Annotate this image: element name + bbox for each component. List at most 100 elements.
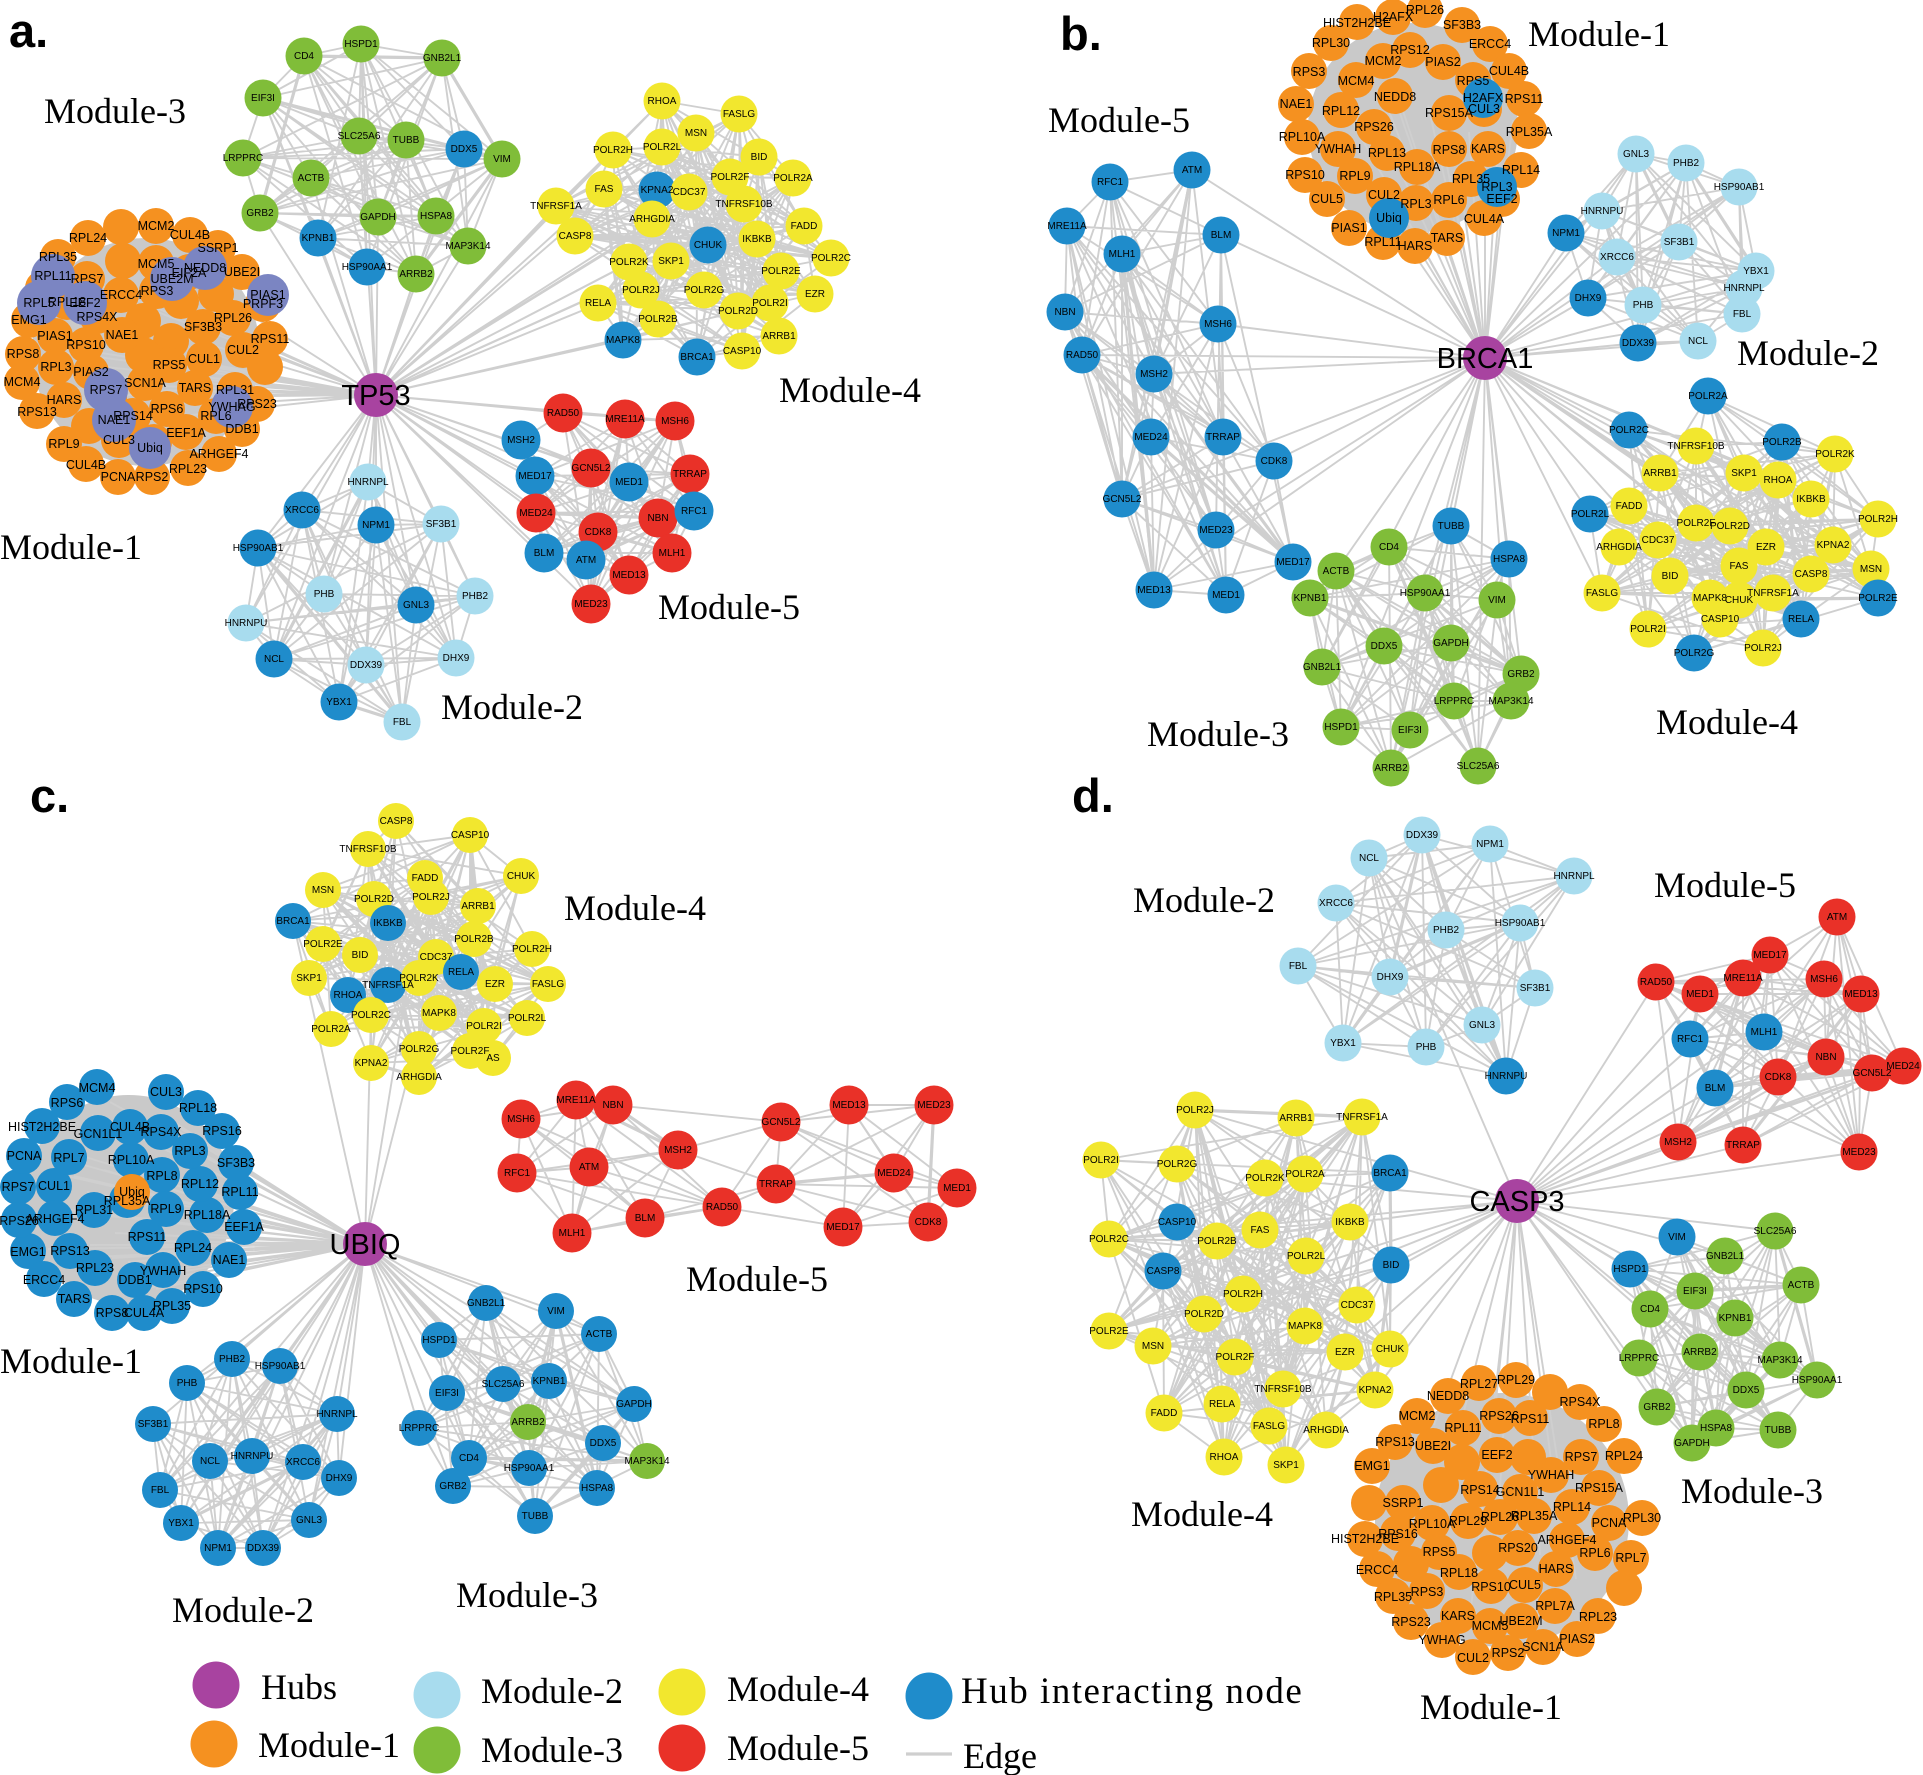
svg-text:MLH1: MLH1 — [659, 548, 686, 559]
svg-text:IKBKB: IKBKB — [1335, 1217, 1365, 1228]
svg-text:MED17: MED17 — [826, 1222, 860, 1233]
svg-text:GNL3: GNL3 — [1623, 149, 1650, 160]
svg-text:ARHGDIA: ARHGDIA — [1596, 542, 1642, 553]
svg-text:CDK8: CDK8 — [915, 1217, 942, 1228]
svg-text:Hubs: Hubs — [261, 1667, 337, 1707]
svg-text:HSPA8: HSPA8 — [1493, 554, 1525, 565]
svg-text:TARS: TARS — [1431, 231, 1463, 245]
svg-text:EZR: EZR — [1335, 1347, 1355, 1358]
svg-text:NCL: NCL — [200, 1456, 220, 1467]
svg-text:FBL: FBL — [1733, 309, 1752, 320]
svg-text:RPS4X: RPS4X — [1560, 1395, 1602, 1409]
svg-text:POLR2C: POLR2C — [351, 1010, 391, 1021]
svg-text:POLR2I: POLR2I — [466, 1021, 502, 1032]
svg-text:RPL3: RPL3 — [40, 360, 71, 374]
svg-text:POLR2K: POLR2K — [609, 257, 649, 268]
svg-text:Ubiq: Ubiq — [1376, 211, 1402, 225]
svg-text:POLR2K: POLR2K — [399, 973, 439, 984]
svg-text:FADD: FADD — [1151, 1408, 1178, 1419]
svg-text:MSH2: MSH2 — [664, 1145, 692, 1156]
svg-text:CASP10: CASP10 — [451, 830, 490, 841]
svg-text:POLR2A: POLR2A — [1285, 1169, 1325, 1180]
svg-text:MAPK8: MAPK8 — [1693, 593, 1727, 604]
svg-text:UBE2I: UBE2I — [224, 265, 260, 279]
svg-text:RPS16: RPS16 — [1378, 1527, 1418, 1541]
svg-text:EZR: EZR — [1756, 542, 1776, 553]
svg-text:NBN: NBN — [647, 513, 668, 524]
svg-text:HSPA8: HSPA8 — [581, 1483, 613, 1494]
svg-text:RPL30: RPL30 — [1623, 1511, 1661, 1525]
svg-text:CUL4B: CUL4B — [66, 458, 106, 472]
svg-text:POLR2E: POLR2E — [761, 266, 801, 277]
svg-text:BLM: BLM — [1705, 1083, 1726, 1094]
svg-text:POLR2J: POLR2J — [412, 892, 450, 903]
svg-text:ATM: ATM — [579, 1162, 599, 1173]
svg-text:RPL31: RPL31 — [216, 383, 254, 397]
svg-text:LRPPRC: LRPPRC — [223, 153, 264, 164]
svg-text:RPL26: RPL26 — [1406, 3, 1444, 17]
svg-text:NEDD8: NEDD8 — [184, 261, 226, 275]
svg-text:TRRAP: TRRAP — [1726, 1140, 1760, 1151]
svg-text:RPL31: RPL31 — [75, 1203, 113, 1217]
svg-text:Module-5: Module-5 — [658, 587, 800, 627]
svg-text:HARS: HARS — [47, 393, 82, 407]
svg-text:POLR2A: POLR2A — [1688, 391, 1728, 402]
svg-text:MSH6: MSH6 — [661, 416, 689, 427]
svg-text:MSH2: MSH2 — [507, 435, 535, 446]
svg-text:RPL23: RPL23 — [1579, 1610, 1617, 1624]
svg-text:FASLG: FASLG — [1586, 588, 1618, 599]
svg-text:MED13: MED13 — [612, 570, 646, 581]
svg-text:PHB2: PHB2 — [1433, 925, 1460, 936]
svg-text:RPL7: RPL7 — [1615, 1551, 1646, 1565]
svg-text:MCM2: MCM2 — [138, 219, 175, 233]
svg-text:CASP8: CASP8 — [1795, 569, 1828, 580]
svg-text:HNRNPU: HNRNPU — [1485, 1071, 1528, 1082]
svg-text:RELA: RELA — [1788, 614, 1814, 625]
svg-text:Edge: Edge — [963, 1736, 1037, 1775]
svg-text:RPS23: RPS23 — [237, 397, 277, 411]
svg-text:KPNB1: KPNB1 — [1719, 1313, 1752, 1324]
svg-text:HSP90AB1: HSP90AB1 — [255, 1361, 306, 1372]
svg-text:HNRNPU: HNRNPU — [231, 1451, 274, 1462]
svg-text:RPL6: RPL6 — [1433, 193, 1464, 207]
svg-text:NBN: NBN — [1054, 307, 1075, 318]
svg-text:YBX1: YBX1 — [1743, 266, 1769, 277]
svg-text:c.: c. — [30, 769, 69, 822]
svg-text:CHUK: CHUK — [507, 871, 536, 882]
svg-text:CUL3: CUL3 — [1468, 102, 1500, 116]
svg-text:RPS23: RPS23 — [1391, 1615, 1431, 1629]
svg-text:RPS7: RPS7 — [2, 1180, 35, 1194]
svg-text:YWHAG: YWHAG — [208, 400, 255, 414]
svg-text:RPL18A: RPL18A — [1394, 160, 1441, 174]
svg-text:PHB: PHB — [1633, 300, 1654, 311]
svg-text:DDB1: DDB1 — [118, 1273, 151, 1287]
svg-text:CUL2: CUL2 — [1368, 188, 1400, 202]
svg-text:HSP90AA1: HSP90AA1 — [504, 1463, 555, 1474]
svg-text:RPS6: RPS6 — [151, 402, 184, 416]
svg-text:DDX39: DDX39 — [1622, 338, 1655, 349]
svg-text:ERCC4: ERCC4 — [23, 1273, 65, 1287]
svg-text:SCN1A: SCN1A — [1522, 1640, 1564, 1654]
svg-text:ARHGEF4: ARHGEF4 — [25, 1212, 84, 1226]
svg-text:MLH1: MLH1 — [1751, 1027, 1778, 1038]
svg-text:ARRB2: ARRB2 — [1374, 763, 1408, 774]
svg-text:RPS4X: RPS4X — [141, 1125, 183, 1139]
svg-text:Module-2: Module-2 — [481, 1671, 623, 1711]
svg-text:TUBB: TUBB — [1765, 1425, 1792, 1436]
svg-text:RPS8: RPS8 — [7, 347, 40, 361]
svg-text:HSP90AA1: HSP90AA1 — [1792, 1375, 1843, 1386]
svg-text:RPS15A: RPS15A — [1425, 106, 1474, 120]
svg-text:MED23: MED23 — [574, 599, 608, 610]
svg-text:CUL4B: CUL4B — [1489, 64, 1529, 78]
svg-text:Module-5: Module-5 — [686, 1259, 828, 1299]
svg-text:CASP10: CASP10 — [1701, 614, 1740, 625]
svg-text:RAD50: RAD50 — [1066, 350, 1099, 361]
svg-text:TUBB: TUBB — [1438, 521, 1465, 532]
svg-text:RPS14: RPS14 — [113, 409, 153, 423]
svg-text:YBX1: YBX1 — [168, 1518, 194, 1529]
svg-text:ARRB1: ARRB1 — [1643, 468, 1677, 479]
svg-text:RPL23: RPL23 — [76, 1261, 114, 1275]
svg-text:Hub interacting node: Hub interacting node — [961, 1671, 1303, 1712]
svg-text:SLC25A6: SLC25A6 — [1754, 1226, 1797, 1237]
svg-text:RPL11: RPL11 — [1364, 235, 1401, 249]
